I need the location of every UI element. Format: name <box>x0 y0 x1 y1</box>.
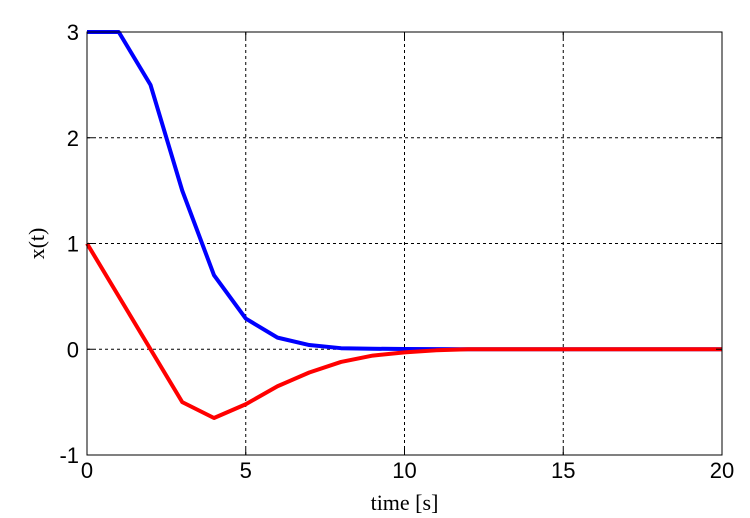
x-tick-label: 15 <box>551 458 575 483</box>
series-line-2 <box>85 242 722 420</box>
y-tick-label: 2 <box>67 126 79 151</box>
x-tick-label: 20 <box>710 458 734 483</box>
y-tick-label: 0 <box>67 337 79 362</box>
series-group <box>85 30 722 420</box>
x-tick-label: 0 <box>81 458 93 483</box>
x-axis-title: time [s] <box>371 490 439 515</box>
x-tick-label: 10 <box>392 458 416 483</box>
grid <box>87 32 722 455</box>
y-tick-label: 3 <box>67 20 79 45</box>
y-tick-label: 1 <box>67 232 79 257</box>
y-axis-title: x(t) <box>24 228 49 260</box>
x-tick-label: 5 <box>240 458 252 483</box>
y-tick-label: -1 <box>59 443 79 468</box>
axis-ticks <box>86 31 723 456</box>
